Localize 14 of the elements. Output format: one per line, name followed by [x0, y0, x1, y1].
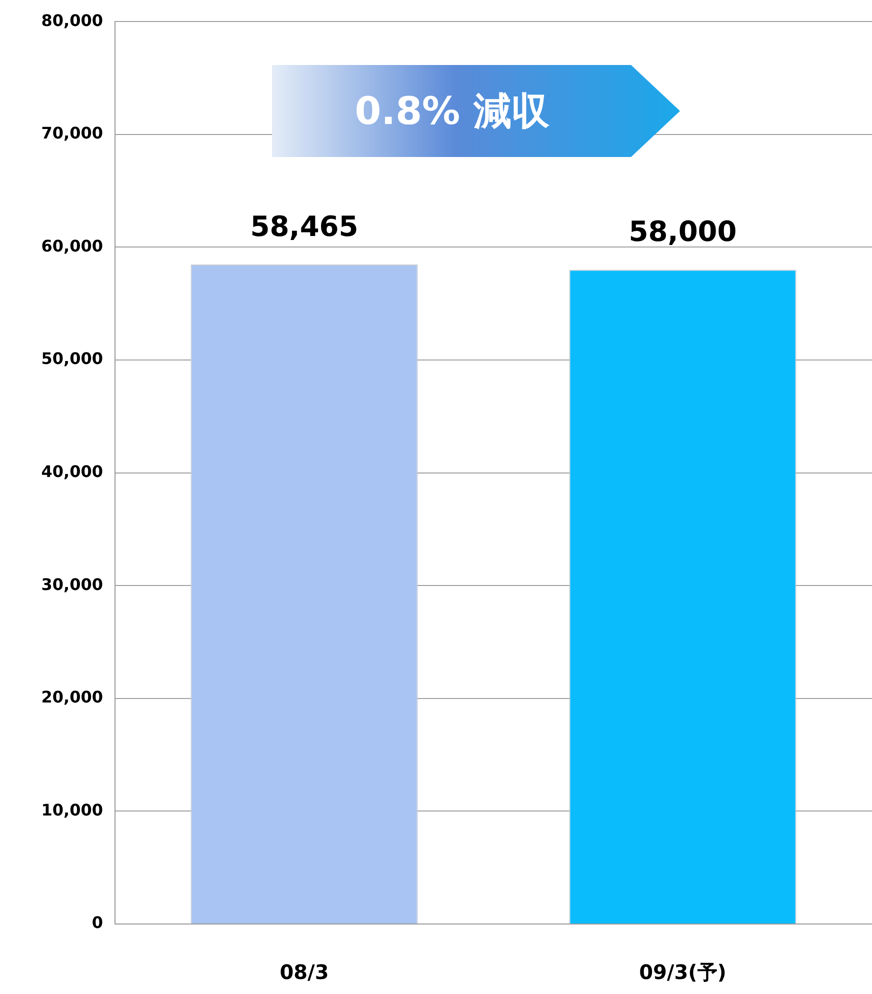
y-tick-label: 50,000: [41, 349, 103, 368]
data-label: 58,465: [250, 210, 358, 243]
annotation: 0.8% 減収: [354, 88, 550, 134]
data-label: 58,000: [628, 215, 737, 248]
y-tick-label: 40,000: [41, 462, 103, 481]
y-tick-label: 80,000: [41, 10, 103, 30]
y-tick-label: 10,000: [41, 800, 103, 820]
x-tick-label: 09/3(予): [639, 960, 726, 984]
y-tick-label: 0: [92, 913, 103, 932]
y-tick-label: 30,000: [41, 574, 103, 594]
y-tick-label: 20,000: [41, 688, 103, 707]
x-tick-label: 08/3: [280, 960, 329, 984]
y-tick-label: 60,000: [41, 236, 103, 256]
y-tick-label: 70,000: [41, 124, 103, 143]
